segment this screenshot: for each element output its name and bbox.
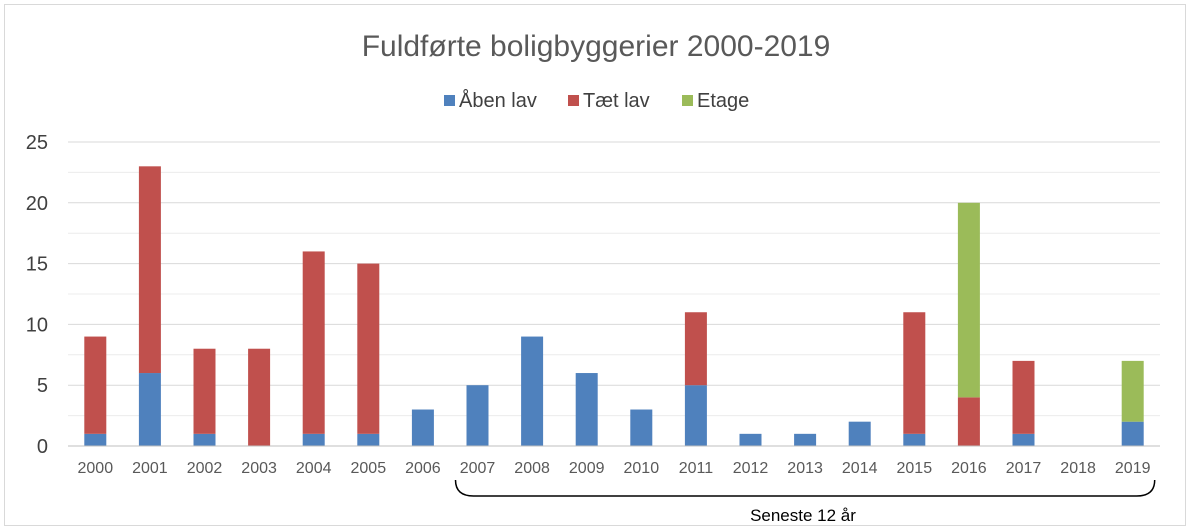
bar-segment bbox=[84, 336, 107, 434]
bar-segment bbox=[1121, 421, 1144, 446]
bar-segment bbox=[138, 373, 161, 446]
bar-segment bbox=[521, 336, 544, 446]
y-tick-label: 10 bbox=[26, 314, 48, 336]
bar-segment bbox=[84, 433, 107, 446]
legend-label: Etage bbox=[697, 90, 749, 112]
legend-swatch bbox=[444, 95, 455, 106]
x-tick-label: 2013 bbox=[787, 460, 823, 477]
legend: Åben lav Tæt lav Etage bbox=[444, 89, 749, 112]
bar-segment bbox=[1012, 433, 1035, 446]
annotation: Seneste 12 år bbox=[454, 479, 1156, 525]
annotation-label: Seneste 12 år bbox=[750, 506, 856, 525]
x-tick-label: 2014 bbox=[842, 460, 878, 477]
y-tick-label: 25 bbox=[26, 132, 48, 154]
bar-segment bbox=[575, 373, 598, 446]
legend-label: Åben lav bbox=[459, 89, 537, 112]
bar-segment bbox=[903, 433, 926, 446]
bar-segment bbox=[630, 409, 653, 446]
bar-segment bbox=[739, 433, 762, 446]
x-tick-label: 2003 bbox=[241, 460, 277, 477]
x-tick-label: 2007 bbox=[460, 460, 496, 477]
x-axis: 2000 2001 2002 2003 2004 2005 2006 2007 2008 2009… bbox=[68, 445, 1160, 477]
x-tick-label: 2016 bbox=[951, 460, 987, 477]
x-tick-label: 2018 bbox=[1060, 460, 1096, 477]
bar-segment bbox=[302, 433, 325, 446]
y-tick-label: 5 bbox=[37, 375, 48, 397]
bar-segment bbox=[248, 348, 271, 446]
x-tick-label: 2011 bbox=[679, 460, 714, 477]
bar-segment bbox=[466, 385, 489, 446]
bar-segment bbox=[1121, 360, 1144, 422]
chart-title: Fuldførte boligbyggerier 2000-2019 bbox=[362, 30, 831, 63]
x-tick-label: 2001 bbox=[132, 460, 168, 477]
x-tick-label: 2009 bbox=[569, 460, 605, 477]
x-tick-label: 2017 bbox=[1006, 460, 1042, 477]
bar-segment bbox=[684, 312, 707, 386]
bar-segment bbox=[357, 263, 380, 434]
legend-label: Tæt lav bbox=[583, 90, 650, 112]
y-tick-label: 15 bbox=[26, 254, 48, 276]
annotation-bracket bbox=[454, 479, 1156, 497]
bar-segment bbox=[302, 251, 325, 434]
y-tick-label: 0 bbox=[37, 436, 48, 458]
gridlines bbox=[68, 141, 1160, 447]
legend-swatch bbox=[568, 95, 579, 106]
bar-segment bbox=[357, 433, 380, 446]
x-tick-label: 2002 bbox=[187, 460, 223, 477]
bar-segment bbox=[193, 433, 216, 446]
bar-segment bbox=[903, 312, 926, 434]
bar-segment bbox=[411, 409, 434, 446]
y-tick-label: 20 bbox=[26, 193, 48, 215]
x-tick-label: 2019 bbox=[1115, 460, 1151, 477]
bar-segment bbox=[957, 202, 980, 398]
x-tick-label: 2010 bbox=[624, 460, 660, 477]
bar-segment bbox=[848, 421, 871, 446]
legend-swatch bbox=[682, 95, 693, 106]
bar-segment bbox=[138, 166, 161, 374]
bar-segment bbox=[794, 433, 817, 446]
x-tick-label: 2000 bbox=[78, 460, 114, 477]
x-tick-label: 2008 bbox=[514, 460, 550, 477]
bar-segment bbox=[193, 348, 216, 434]
y-axis: 0 5 10 15 20 25 bbox=[26, 132, 48, 458]
bar-segment bbox=[1012, 360, 1035, 434]
x-tick-label: 2015 bbox=[897, 460, 933, 477]
x-tick-label: 2004 bbox=[296, 460, 332, 477]
x-tick-label: 2006 bbox=[405, 460, 441, 477]
bar-segment bbox=[684, 385, 707, 446]
bars bbox=[84, 166, 1144, 446]
x-tick-label: 2012 bbox=[733, 460, 769, 477]
bar-segment bbox=[957, 397, 980, 446]
x-tick-label: 2005 bbox=[351, 460, 387, 477]
